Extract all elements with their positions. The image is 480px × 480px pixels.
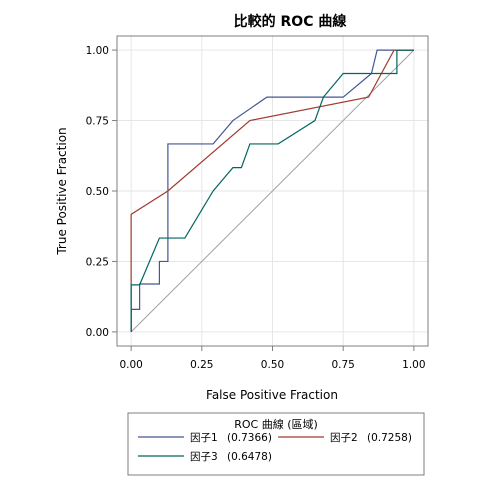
x-tick-label: 0.75 — [331, 359, 354, 371]
series-lines — [130, 49, 414, 332]
series-line-1 — [130, 49, 414, 332]
legend-box — [127, 412, 425, 476]
x-tick-label: 0.00 — [119, 359, 142, 371]
x-axis-label: False Positive Fraction — [206, 388, 338, 402]
series-line-3 — [130, 49, 414, 332]
y-tick-label: 0.75 — [86, 116, 109, 128]
y-tick-label: 0.25 — [86, 256, 109, 268]
legend-series-auc: (0.7258) — [367, 432, 412, 444]
y-axis-ticks: 0.00 0.25 0.50 0.75 1.00 — [86, 45, 117, 339]
legend-entries: 因子1 (0.7366) 因子2 (0.7258) 因子3 (0.6478) — [138, 432, 412, 463]
series-line-2 — [130, 49, 414, 332]
y-axis-label: True Positive Fraction — [55, 127, 69, 255]
legend-series-auc: (0.7366) — [227, 432, 272, 444]
legend-series-name: 因子2 — [330, 432, 358, 444]
legend-title: ROC 曲線 (區域) — [234, 417, 318, 431]
gridlines — [117, 36, 428, 346]
chart-title: 比較的 ROC 曲線 — [234, 13, 347, 30]
x-tick-label: 0.25 — [190, 359, 213, 371]
y-tick-label: 0.50 — [86, 186, 109, 198]
y-tick-label: 0.00 — [86, 327, 109, 339]
x-tick-label: 1.00 — [402, 359, 425, 371]
x-axis-ticks: 0.00 0.25 0.50 0.75 1.00 — [119, 346, 426, 371]
x-tick-label: 0.50 — [261, 359, 284, 371]
legend-series-name: 因子1 — [190, 432, 218, 444]
legend-series-auc: (0.6478) — [227, 451, 272, 463]
legend-series-name: 因子3 — [190, 451, 218, 463]
y-tick-label: 1.00 — [86, 45, 109, 57]
